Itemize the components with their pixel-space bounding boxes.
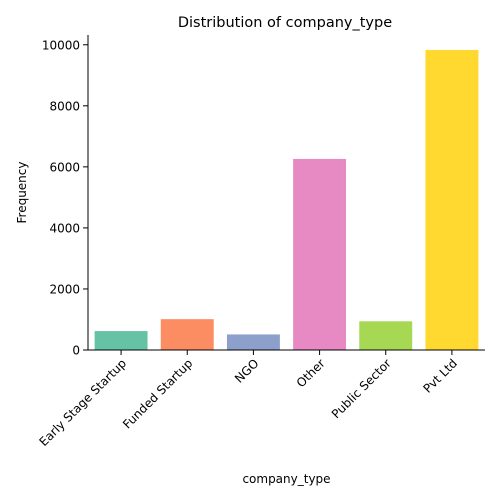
bar-funded-startup [160, 319, 214, 350]
bar-early-stage-startup [94, 331, 148, 350]
y-tick-label: 6000 [49, 160, 80, 174]
y-tick-label: 10000 [42, 38, 80, 52]
bars-group [94, 49, 479, 351]
x-tick-label: Other [294, 356, 328, 390]
x-tick-label: Early Stage Startup [36, 356, 129, 449]
y-axis-label: Frequency [15, 162, 29, 224]
y-axis-ticks: 0 2000 4000 6000 8000 10000 [42, 38, 88, 358]
x-tick-label: Public Sector [329, 356, 394, 421]
y-tick-label: 8000 [49, 99, 80, 113]
bar-ngo [226, 334, 280, 350]
bar-other [293, 158, 347, 350]
y-tick-label: 4000 [49, 221, 80, 235]
chart-title: Distribution of company_type [178, 15, 392, 31]
y-tick-label: 0 [72, 344, 80, 358]
x-tick-label: NGO [232, 356, 262, 386]
x-axis-label: company_type [242, 472, 330, 486]
y-tick-label: 2000 [49, 282, 80, 296]
bar-public-sector [359, 321, 413, 350]
x-tick-label: Funded Startup [120, 356, 195, 431]
x-tick-label: Pvt Ltd [421, 356, 461, 396]
bar-pvt-ltd [425, 49, 479, 351]
